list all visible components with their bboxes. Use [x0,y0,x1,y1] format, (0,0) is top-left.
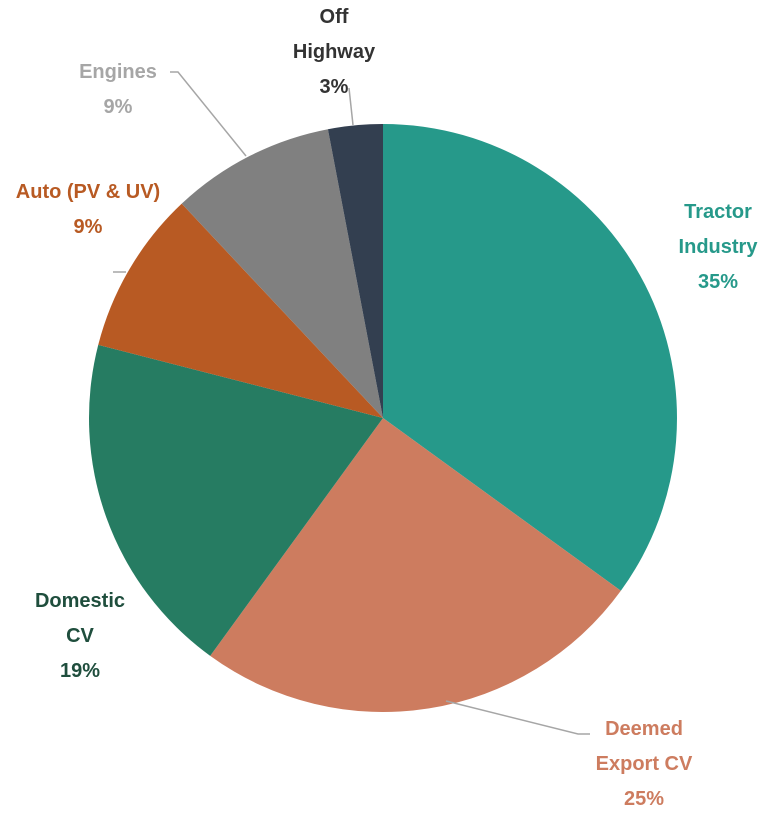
leader-line [170,71,247,157]
pie-slice [181,129,383,418]
pie-slice [327,124,383,418]
value-label: 9% [73,216,103,238]
pie [88,124,677,712]
pie-slice [88,344,383,656]
slice-label: Off Highway 3% [279,0,389,105]
pie-slice [383,124,677,591]
slice-label: Engines 9% [58,55,178,125]
category-label: Domestic CV [34,590,126,647]
category-label: Tractor Industry [678,201,758,258]
slice-label: Auto (PV & UV) 9% [13,175,163,245]
leader-line [348,87,354,126]
category-label: Auto (PV & UV) [15,181,161,203]
pie-slice [98,203,384,418]
value-label: 35% [697,271,739,293]
slice-label: Tractor Industry 35% [663,195,771,300]
pie-slice [210,418,621,712]
slice-label: Domestic CV 19% [20,584,140,689]
value-label: 3% [319,76,349,98]
leader-line [445,700,590,735]
category-label: Off Highway [292,6,376,63]
category-label: Engines [79,61,157,83]
value-label: 9% [103,96,133,118]
category-label: Deemed Export CV [595,718,693,775]
value-label: 25% [623,788,665,810]
value-label: 19% [59,660,101,682]
slice-label: Deemed Export CV 25% [579,712,709,817]
